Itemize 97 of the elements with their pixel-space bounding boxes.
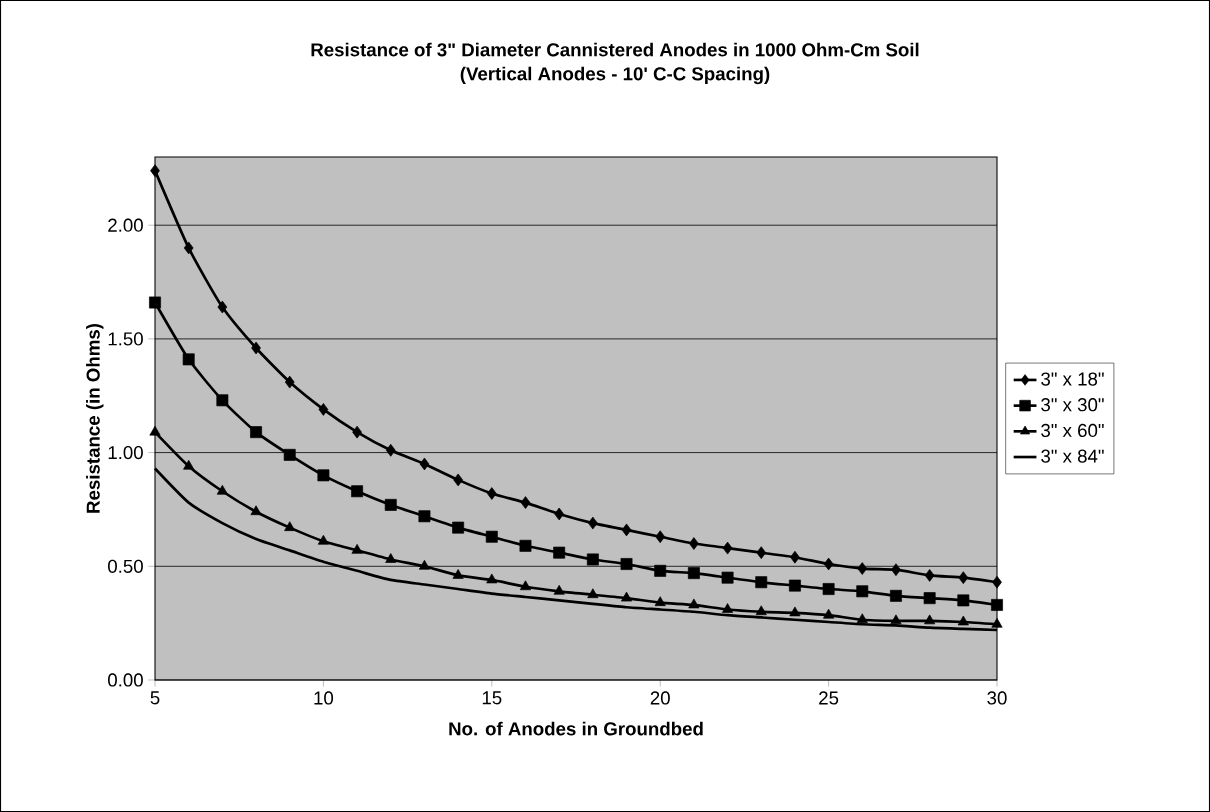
point bbox=[788, 579, 801, 592]
point bbox=[957, 594, 970, 607]
point bbox=[554, 507, 564, 521]
point bbox=[891, 563, 901, 577]
y-axis-title: Resistance (in Ohms) bbox=[86, 324, 104, 513]
point bbox=[216, 394, 229, 407]
point bbox=[149, 425, 161, 436]
legend-label: 3" x 18" bbox=[1041, 372, 1104, 386]
point bbox=[823, 608, 835, 619]
point bbox=[352, 425, 362, 439]
point bbox=[183, 459, 195, 470]
point bbox=[992, 575, 1002, 589]
point bbox=[385, 443, 396, 457]
point bbox=[755, 605, 767, 616]
point bbox=[520, 496, 531, 509]
point bbox=[318, 403, 329, 416]
point bbox=[857, 562, 868, 575]
point bbox=[485, 530, 498, 543]
point bbox=[924, 614, 936, 625]
point bbox=[856, 613, 868, 624]
x-tick-label: 30 bbox=[987, 691, 1007, 705]
point bbox=[216, 484, 228, 495]
point bbox=[620, 591, 633, 602]
point bbox=[486, 487, 497, 500]
point bbox=[722, 541, 733, 555]
y-tick-label: 0.50 bbox=[108, 559, 143, 573]
point bbox=[385, 553, 397, 563]
point bbox=[958, 571, 969, 584]
point bbox=[620, 558, 633, 570]
point bbox=[890, 614, 902, 625]
point bbox=[755, 576, 768, 589]
y-tick-label: 1.50 bbox=[108, 332, 143, 346]
point bbox=[183, 241, 194, 255]
point bbox=[317, 469, 330, 482]
point bbox=[790, 550, 800, 564]
point bbox=[957, 615, 969, 626]
legend-label: 3" x 60" bbox=[1041, 423, 1104, 438]
chart-title: Resistance of 3" Diameter Cannistered Anodes in 1000 Ohm-Cm Soil bbox=[311, 42, 919, 57]
point bbox=[789, 606, 801, 617]
point bbox=[284, 521, 296, 531]
chart-subtitle: (Vertical Anodes - 10' C-C Spacing) bbox=[460, 66, 770, 85]
x-tick-label: 10 bbox=[314, 691, 334, 705]
point bbox=[553, 584, 565, 595]
point bbox=[553, 546, 566, 559]
x-tick-label: 20 bbox=[650, 691, 670, 705]
point bbox=[722, 603, 734, 613]
y-tick-label: 1.00 bbox=[108, 445, 143, 460]
point bbox=[250, 426, 262, 439]
y-tick-label: 2.00 bbox=[108, 218, 143, 232]
point bbox=[654, 596, 666, 607]
point bbox=[250, 505, 262, 516]
legend-label: 3" x 30" bbox=[1041, 398, 1104, 412]
point bbox=[317, 534, 329, 545]
point bbox=[217, 300, 228, 314]
legend-label: 3" x 84" bbox=[1041, 449, 1104, 463]
x-tick-label: 15 bbox=[482, 691, 502, 705]
point bbox=[756, 546, 767, 559]
y-tick-label: 0.00 bbox=[108, 673, 143, 687]
point bbox=[822, 583, 835, 595]
point bbox=[419, 457, 430, 471]
point bbox=[486, 573, 498, 584]
point bbox=[453, 473, 463, 487]
x-tick-label: 25 bbox=[819, 691, 839, 705]
point bbox=[687, 567, 700, 580]
point bbox=[384, 498, 397, 511]
point bbox=[923, 592, 936, 605]
point bbox=[621, 523, 632, 537]
point bbox=[991, 617, 1003, 628]
point bbox=[283, 448, 296, 461]
point bbox=[182, 353, 195, 366]
point bbox=[890, 589, 902, 602]
point bbox=[150, 164, 160, 177]
point bbox=[689, 537, 699, 550]
point bbox=[587, 588, 599, 599]
point bbox=[586, 553, 599, 566]
point bbox=[519, 580, 532, 591]
point bbox=[149, 296, 161, 309]
point bbox=[655, 530, 666, 544]
point bbox=[823, 557, 834, 571]
point bbox=[924, 569, 935, 582]
point bbox=[284, 375, 295, 389]
x-axis-title: No. of Anodes in Groundbed bbox=[449, 721, 703, 736]
point bbox=[351, 485, 364, 498]
point bbox=[452, 569, 464, 579]
x-tick-label: 5 bbox=[150, 691, 160, 705]
point bbox=[452, 521, 465, 534]
point bbox=[991, 599, 1003, 611]
point bbox=[418, 559, 430, 570]
point bbox=[351, 544, 363, 554]
point bbox=[251, 341, 261, 355]
point bbox=[856, 585, 869, 598]
point bbox=[588, 516, 598, 530]
point bbox=[654, 564, 667, 577]
point bbox=[418, 510, 431, 523]
point bbox=[721, 571, 734, 584]
point bbox=[519, 539, 532, 552]
point bbox=[688, 598, 700, 609]
